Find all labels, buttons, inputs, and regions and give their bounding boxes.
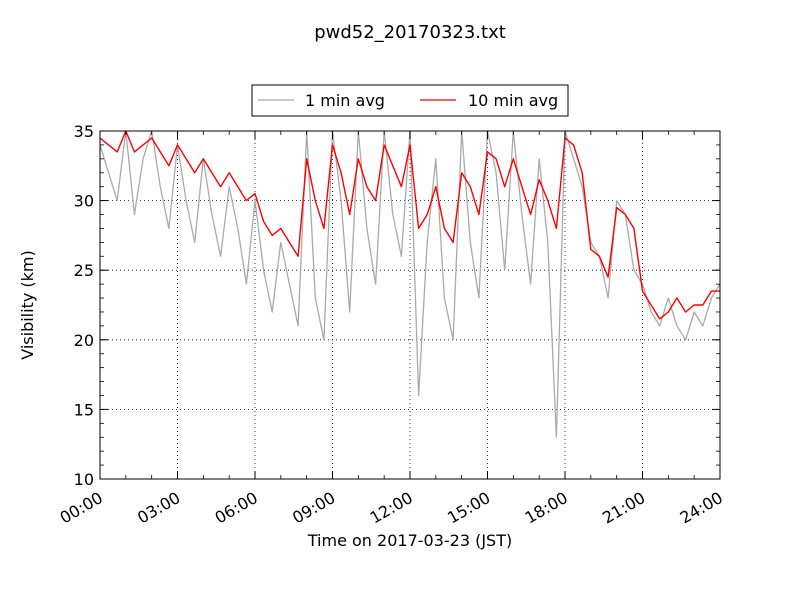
x-axis-label: Time on 2017-03-23 (JST) — [307, 531, 512, 550]
plot-frame — [99, 130, 721, 480]
legend: 1 min avg 10 min avg — [251, 84, 569, 117]
chart-title: pwd52_20170323.txt — [314, 22, 506, 43]
y-tick-label: 25 — [74, 261, 94, 280]
y-tick-labels: 10 15 20 25 30 35 — [74, 122, 94, 489]
y-axis-label: Visibility (km) — [18, 250, 37, 359]
legend-label-1min: 1 min avg — [305, 91, 385, 110]
y-tick-label: 15 — [74, 400, 94, 419]
legend-frame — [251, 84, 569, 117]
series-line-1 — [100, 131, 720, 320]
y-tick-label: 20 — [74, 331, 94, 350]
y-tick-label: 30 — [74, 192, 94, 211]
y-tick-label: 10 — [74, 470, 94, 489]
y-tick-label: 35 — [74, 122, 94, 141]
legend-label-10min: 10 min avg — [468, 91, 558, 110]
series-group — [100, 131, 720, 438]
